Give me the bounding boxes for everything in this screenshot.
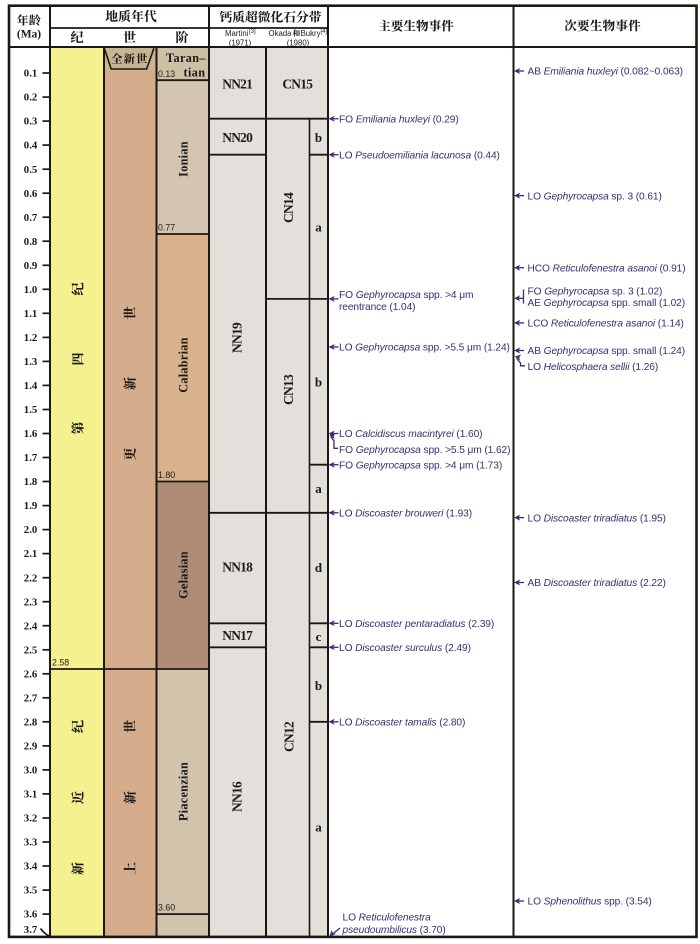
svg-text:LO Sphenolithus spp. (3.54): LO Sphenolithus spp. (3.54) (528, 897, 652, 908)
svg-text:3.6: 3.6 (24, 909, 38, 921)
svg-text:1.4: 1.4 (24, 380, 38, 392)
svg-text:2.6: 2.6 (24, 668, 38, 680)
svg-text:2.0: 2.0 (24, 524, 38, 536)
svg-text:NN19: NN19 (230, 322, 245, 353)
svg-text:1.5: 1.5 (24, 404, 38, 416)
svg-text:Piacenzian: Piacenzian (177, 762, 191, 821)
svg-text:0.13: 0.13 (158, 69, 175, 79)
svg-text:LO Helicosphaera sellii (1.26): LO Helicosphaera sellii (1.26) (528, 362, 659, 373)
svg-text:LO Discoaster pentaradiatus (2: LO Discoaster pentaradiatus (2.39) (339, 619, 494, 630)
svg-text:3.5: 3.5 (24, 885, 38, 897)
svg-text:1.6: 1.6 (24, 428, 38, 440)
svg-text:FO Gephyrocapsa sp. 3 (1.02): FO Gephyrocapsa sp. 3 (1.02) (528, 287, 663, 298)
svg-text:(Ma): (Ma) (17, 28, 41, 40)
svg-text:Gelasian: Gelasian (177, 551, 191, 599)
svg-text:2.4: 2.4 (24, 620, 38, 632)
svg-text:LO Discoaster triradiatus (1.9: LO Discoaster triradiatus (1.95) (528, 513, 666, 524)
svg-text:d: d (315, 560, 323, 575)
svg-text:Taran–: Taran– (166, 51, 206, 65)
svg-text:LO Gephyrocapsa sp. 3 (0.61): LO Gephyrocapsa sp. 3 (0.61) (528, 191, 662, 202)
svg-text:3.2: 3.2 (24, 813, 38, 825)
svg-text:1.0: 1.0 (24, 284, 38, 296)
svg-text:1.7: 1.7 (24, 452, 38, 464)
svg-text:LCO Reticulofenestra asanoi (1: LCO Reticulofenestra asanoi (1.14) (528, 319, 684, 330)
svg-text:1.2: 1.2 (24, 332, 38, 344)
svg-text:3.1: 3.1 (24, 789, 38, 801)
svg-text:0.9: 0.9 (24, 260, 38, 272)
svg-text:2.1: 2.1 (24, 548, 38, 560)
svg-text:FO Gephyrocapsa spp. >4 μm: FO Gephyrocapsa spp. >4 μm (339, 290, 473, 301)
svg-text:LO Discoaster brouweri (1.93): LO Discoaster brouweri (1.93) (339, 509, 472, 520)
svg-text:LO Discoaster surculus (2.49): LO Discoaster surculus (2.49) (339, 643, 471, 654)
svg-text:0.1: 0.1 (24, 68, 38, 80)
svg-text:LO Calcidiscus macintyrei (1.6: LO Calcidiscus macintyrei (1.60) (339, 429, 482, 440)
svg-text:2.5: 2.5 (24, 644, 38, 656)
svg-text:NN17: NN17 (222, 628, 253, 643)
svg-text:[4]: [4] (321, 29, 328, 35)
svg-text:c: c (316, 629, 322, 644)
svg-text:0.2: 0.2 (24, 92, 38, 104)
svg-text:NN20: NN20 (222, 130, 253, 145)
svg-text:1.1: 1.1 (24, 308, 38, 320)
svg-text:Okada: Okada (269, 29, 293, 38)
svg-text:NN16: NN16 (230, 781, 245, 812)
svg-text:a: a (315, 481, 322, 496)
svg-text:b: b (315, 678, 322, 693)
svg-text:2.9: 2.9 (24, 741, 38, 753)
svg-text:1.80: 1.80 (158, 470, 175, 480)
svg-text:0.8: 0.8 (24, 236, 38, 248)
svg-text:LO Discoaster tamalis (2.80): LO Discoaster tamalis (2.80) (339, 718, 465, 729)
svg-text:AB Emiliania huxleyi (0.082~0.: AB Emiliania huxleyi (0.082~0.063) (528, 67, 683, 78)
svg-text:HCO Reticulofenestra asanoi (0: HCO Reticulofenestra asanoi (0.91) (528, 263, 686, 274)
svg-text:LO Pseudoemiliania lacunosa (0: LO Pseudoemiliania lacunosa (0.44) (339, 150, 500, 161)
svg-text:AB Gephyrocapsa spp. small (1.: AB Gephyrocapsa spp. small (1.24) (528, 346, 686, 357)
svg-text:CN15: CN15 (282, 77, 313, 92)
svg-text:0.77: 0.77 (158, 223, 175, 233)
svg-text:2.8: 2.8 (24, 716, 38, 728)
svg-text:b: b (315, 130, 322, 145)
svg-text:1.3: 1.3 (24, 356, 38, 368)
svg-text:NN21: NN21 (222, 77, 252, 92)
svg-text:0.4: 0.4 (24, 140, 38, 152)
svg-text:FO Gephyrocapsa spp. >4 μm (1.: FO Gephyrocapsa spp. >4 μm (1.73) (339, 460, 502, 471)
svg-text:3.4: 3.4 (24, 861, 38, 873)
svg-text:2.58: 2.58 (52, 658, 69, 668)
svg-text:Bukry: Bukry (301, 29, 321, 38)
svg-text:3.3: 3.3 (24, 837, 38, 849)
svg-text:FO Gephyrocapsa spp. >5.5 μm (: FO Gephyrocapsa spp. >5.5 μm (1.62) (339, 445, 510, 456)
svg-text:LO Reticulofenestra: LO Reticulofenestra (343, 913, 432, 924)
svg-text:3.7: 3.7 (24, 924, 38, 936)
svg-text:NN18: NN18 (222, 560, 253, 575)
svg-text:CN13: CN13 (281, 374, 296, 405)
svg-text:2.2: 2.2 (24, 572, 38, 584)
svg-text:pseudoumbilicus (3.70): pseudoumbilicus (3.70) (342, 925, 446, 936)
svg-text:reentrance (1.04): reentrance (1.04) (339, 302, 415, 313)
svg-text:1.8: 1.8 (24, 476, 38, 488)
svg-text:LO Gephyrocapsa spp. >5.5 μm (: LO Gephyrocapsa spp. >5.5 μm (1.24) (339, 343, 510, 354)
svg-text:Calabrian: Calabrian (177, 337, 191, 393)
svg-text:2.3: 2.3 (24, 596, 38, 608)
svg-text:CN14: CN14 (281, 192, 296, 223)
svg-text:FO Emiliania huxleyi (0.29): FO Emiliania huxleyi (0.29) (339, 114, 459, 125)
svg-text:AE Gephyrocapsa spp. small (1.: AE Gephyrocapsa spp. small (1.02) (528, 298, 686, 309)
svg-text:Martini: Martini (225, 29, 249, 38)
svg-text:0.5: 0.5 (24, 164, 38, 176)
svg-text:a: a (315, 820, 322, 835)
svg-text:0.6: 0.6 (24, 188, 38, 200)
svg-text:b: b (315, 375, 322, 390)
svg-text:AB Discoaster triradiatus (2.2: AB Discoaster triradiatus (2.22) (528, 578, 666, 589)
svg-text:CN12: CN12 (282, 721, 297, 752)
svg-text:0.7: 0.7 (24, 212, 38, 224)
svg-text:(1971): (1971) (229, 39, 252, 48)
svg-text:[3]: [3] (249, 29, 256, 35)
svg-text:1.9: 1.9 (24, 500, 38, 512)
svg-text:Ionian: Ionian (177, 141, 191, 177)
svg-text:a: a (315, 220, 322, 235)
svg-text:0.3: 0.3 (24, 116, 38, 128)
svg-text:tian: tian (184, 65, 206, 79)
svg-text:(1980): (1980) (287, 39, 310, 48)
svg-text:3.60: 3.60 (158, 903, 175, 913)
svg-text:3.0: 3.0 (24, 765, 38, 777)
svg-text:2.7: 2.7 (24, 692, 38, 704)
